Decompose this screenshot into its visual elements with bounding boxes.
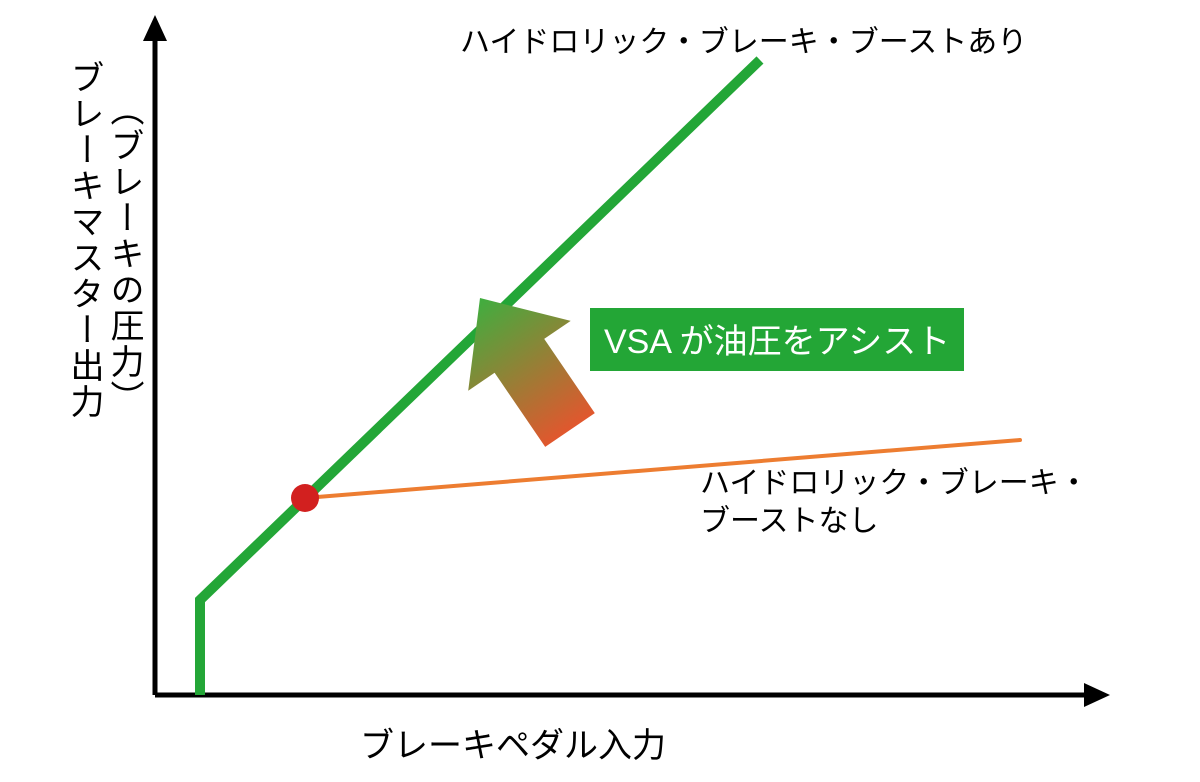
chart-svg: [0, 0, 1200, 782]
callout-vsa-assist: VSA が油圧をアシスト: [590, 308, 964, 371]
chart-container: ブレーキマスター出力 （ブレーキの圧力） ブレーキペダル入力 ハイドロリック・ブ…: [0, 0, 1200, 782]
series-label-boost-on: ハイドロリック・ブレーキ・ブーストあり: [460, 24, 1027, 62]
x-axis-label: ブレーキペダル入力: [360, 718, 666, 767]
y-axis-label-line2: （ブレーキの圧力）: [100, 92, 149, 416]
series-label-boost-off: ハイドロリック・ブレーキ・ ブーストなし: [700, 465, 1089, 540]
